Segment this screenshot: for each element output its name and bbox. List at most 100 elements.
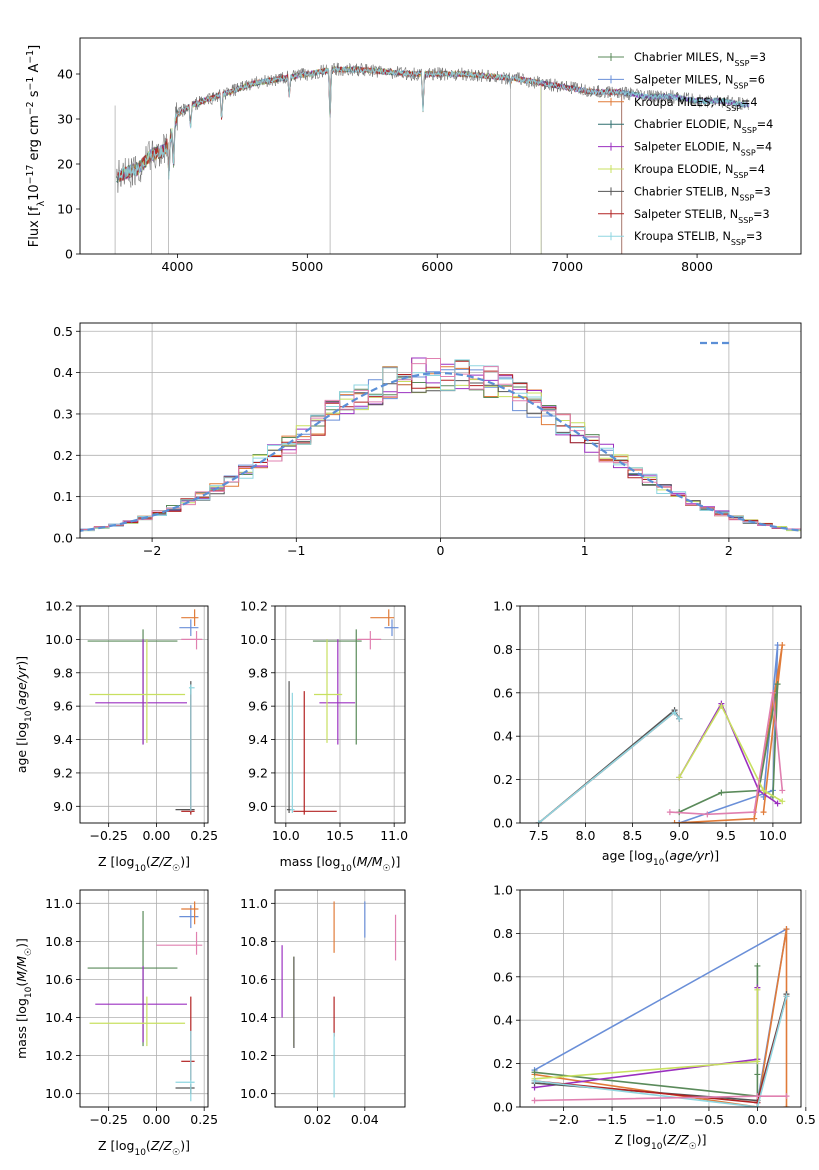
y-tick-label: 10 — [57, 202, 73, 217]
model-spectrum-line — [118, 65, 750, 180]
y-tick-label: 9.4 — [53, 732, 73, 747]
weight-point-marker — [531, 1097, 538, 1104]
x-tick-label: 8.0 — [576, 828, 596, 843]
x-axis-label: mass [log10(M/M☉)] — [280, 854, 401, 874]
x-tick-label: −2.0 — [548, 1112, 578, 1127]
errorbar-point — [314, 639, 343, 743]
legend-nssp-sub: SSP — [733, 171, 748, 180]
legend-entry: Kroupa MILES, NSSP=4 — [634, 96, 757, 113]
label-part: s — [27, 90, 42, 101]
label-part: ( — [352, 854, 357, 869]
plot-area — [87, 609, 203, 815]
panel-weight-vs-age: 7.5 8.0 8.5 9.0 9.5 10.0 0.0 0.2 0.4 0.6 0.8 1.0 age… — [493, 599, 802, 868]
y-tick-label: 9.2 — [53, 765, 73, 780]
weight-point-marker — [718, 702, 725, 709]
label-part: M/M — [357, 854, 383, 869]
axes-frame — [79, 889, 209, 1108]
model-spectrum-line — [117, 66, 623, 254]
weight-point-marker — [754, 986, 761, 993]
y-tick-label: 20 — [57, 157, 73, 172]
legend-nssp-sub: SSP — [734, 59, 749, 68]
y-tick-label: 9.4 — [248, 732, 268, 747]
y-tick-label: 10.0 — [240, 632, 268, 647]
weight-point-marker — [779, 798, 786, 805]
weight-series-line — [534, 987, 759, 1089]
label-part: ☉ — [689, 1142, 697, 1152]
legend-model: Chabrier MILES — [634, 51, 719, 64]
label-part: Z/Z — [666, 1132, 689, 1147]
legend-nssp-eq: = — [748, 163, 757, 176]
y-tick-label: 9.0 — [248, 799, 268, 814]
y-tick-label: 0.2 — [53, 448, 73, 463]
legend-nssp-eq: = — [754, 185, 763, 198]
label-part: ( — [664, 848, 669, 863]
panel-mass-vs-Z: −0.25 0.00 0.25 10.0 10.2 10.4 10.6 10.8 11.0 Z [… — [14, 889, 218, 1158]
y-tick-label: 40 — [57, 67, 73, 82]
y-tick-label: 0.0 — [493, 816, 513, 831]
label-part: Z [log — [98, 854, 134, 869]
label-part: ] — [27, 45, 42, 50]
x-tick-label: −0.5 — [694, 1112, 724, 1127]
legend-model: Kroupa MILES — [634, 96, 711, 109]
errorbar-point — [87, 629, 178, 745]
x-tick-label: 10.0 — [272, 828, 300, 843]
weight-series-line — [534, 989, 759, 1080]
panel-age-vs-mass: 10.0 10.5 11.0 9.0 9.2 9.4 9.6 9.8 10.0 10.2 mass … — [240, 599, 408, 875]
x-axis-label: Z [log10(Z/Z☉)] — [98, 1138, 190, 1158]
x-tick-label: 0.25 — [190, 1112, 218, 1127]
weight-point-marker — [531, 1077, 538, 1084]
errorbar-point — [181, 631, 203, 650]
legend-nssp-label: , N — [719, 51, 734, 64]
y-tick-label: 0.6 — [493, 685, 513, 700]
legend-entry: Salpeter STELIB, NSSP=3 — [634, 208, 770, 225]
label-part: 10 — [134, 864, 146, 874]
y-tick-label: 9.8 — [53, 665, 73, 680]
y-tick-label: 0.8 — [493, 642, 513, 657]
y-tick-label: 10.0 — [45, 632, 73, 647]
y-tick-label: 0.3 — [53, 406, 73, 421]
errorbar-point — [175, 1030, 195, 1102]
model-spectrum-line — [118, 65, 623, 254]
weight-series-line — [678, 645, 779, 823]
weight-point-marker — [718, 789, 725, 796]
label-part: )] — [697, 1132, 707, 1147]
y-tick-label: 10.2 — [45, 1048, 73, 1063]
label-part: )] — [391, 854, 401, 869]
legend-nssp-eq: = — [756, 141, 765, 154]
plot-area — [286, 609, 399, 815]
errorbar-point — [89, 996, 186, 1047]
x-tick-label: 6000 — [421, 259, 453, 274]
y-tick-label: 0.5 — [53, 324, 73, 339]
y-axis-label: mass [log10(M/M☉)] — [14, 938, 34, 1059]
errorbar-point — [89, 639, 186, 743]
label-part: age/yr — [669, 848, 710, 863]
legend-nssp-sub: SSP — [739, 193, 754, 202]
x-tick-label: 0.00 — [142, 1112, 170, 1127]
legend-nssp-eq: = — [746, 230, 755, 243]
label-part: ☉ — [172, 1148, 180, 1158]
errorbar-point — [286, 681, 292, 813]
weight-point-marker — [676, 774, 683, 781]
plot-area — [114, 62, 750, 254]
legend-nssp-label: , N — [718, 73, 733, 86]
y-tick-label: 0.1 — [53, 489, 73, 504]
legend-model: Chabrier ELODIE — [634, 118, 726, 131]
y-tick-label: 9.2 — [248, 765, 268, 780]
weight-point-marker — [751, 815, 758, 822]
plot-area — [535, 642, 786, 823]
legend-nssp-label: , N — [718, 163, 733, 176]
x-axis-label: Z [log10(Z/Z☉)] — [98, 854, 190, 874]
legend-nssp: 4 — [766, 118, 773, 131]
label-part: 10 — [651, 1142, 663, 1152]
weight-point-marker — [769, 689, 776, 696]
y-tick-label: 1.0 — [493, 883, 513, 898]
weight-point-marker — [754, 1058, 761, 1065]
x-tick-label: 0 — [437, 543, 445, 558]
label-part: λ — [36, 200, 47, 206]
legend-entry: Chabrier ELODIE, NSSP=4 — [634, 118, 773, 135]
axes-frame — [519, 605, 802, 824]
x-tick-label: −0.25 — [90, 1112, 128, 1127]
errorbar-point — [95, 639, 187, 745]
weight-point-marker — [754, 1071, 761, 1078]
